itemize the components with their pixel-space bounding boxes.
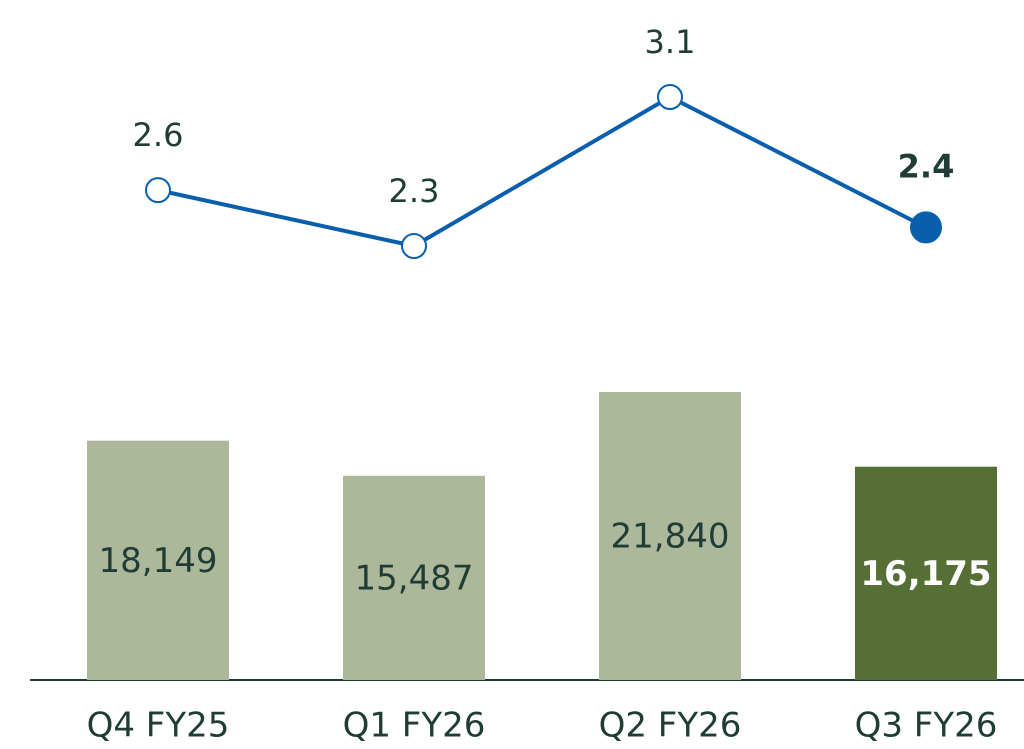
line-marker <box>145 177 171 204</box>
bar <box>855 466 997 680</box>
bar-value-label: 16,175 <box>860 554 991 594</box>
x-tick-label: Q2 FY26 <box>599 706 742 746</box>
line-value-label: 2.6 <box>133 116 184 154</box>
line-value-label: 2.4 <box>898 147 955 185</box>
line-value-label: 3.1 <box>645 23 696 61</box>
x-tick-label: Q3 FY26 <box>855 706 998 746</box>
bar-value-label: 15,487 <box>355 558 474 598</box>
line-value-label: 2.3 <box>389 172 440 210</box>
bar <box>87 440 229 680</box>
line-marker <box>401 233 427 259</box>
line-marker <box>657 84 683 110</box>
bar-value-label: 21,840 <box>611 517 730 557</box>
x-tick-label: Q4 FY25 <box>87 706 230 746</box>
bar <box>599 392 741 680</box>
line <box>157 94 927 249</box>
bar <box>343 475 485 680</box>
line-marker <box>910 211 942 244</box>
x-tick-label: Q1 FY26 <box>343 706 486 746</box>
bar-value-label: 18,149 <box>99 541 218 581</box>
